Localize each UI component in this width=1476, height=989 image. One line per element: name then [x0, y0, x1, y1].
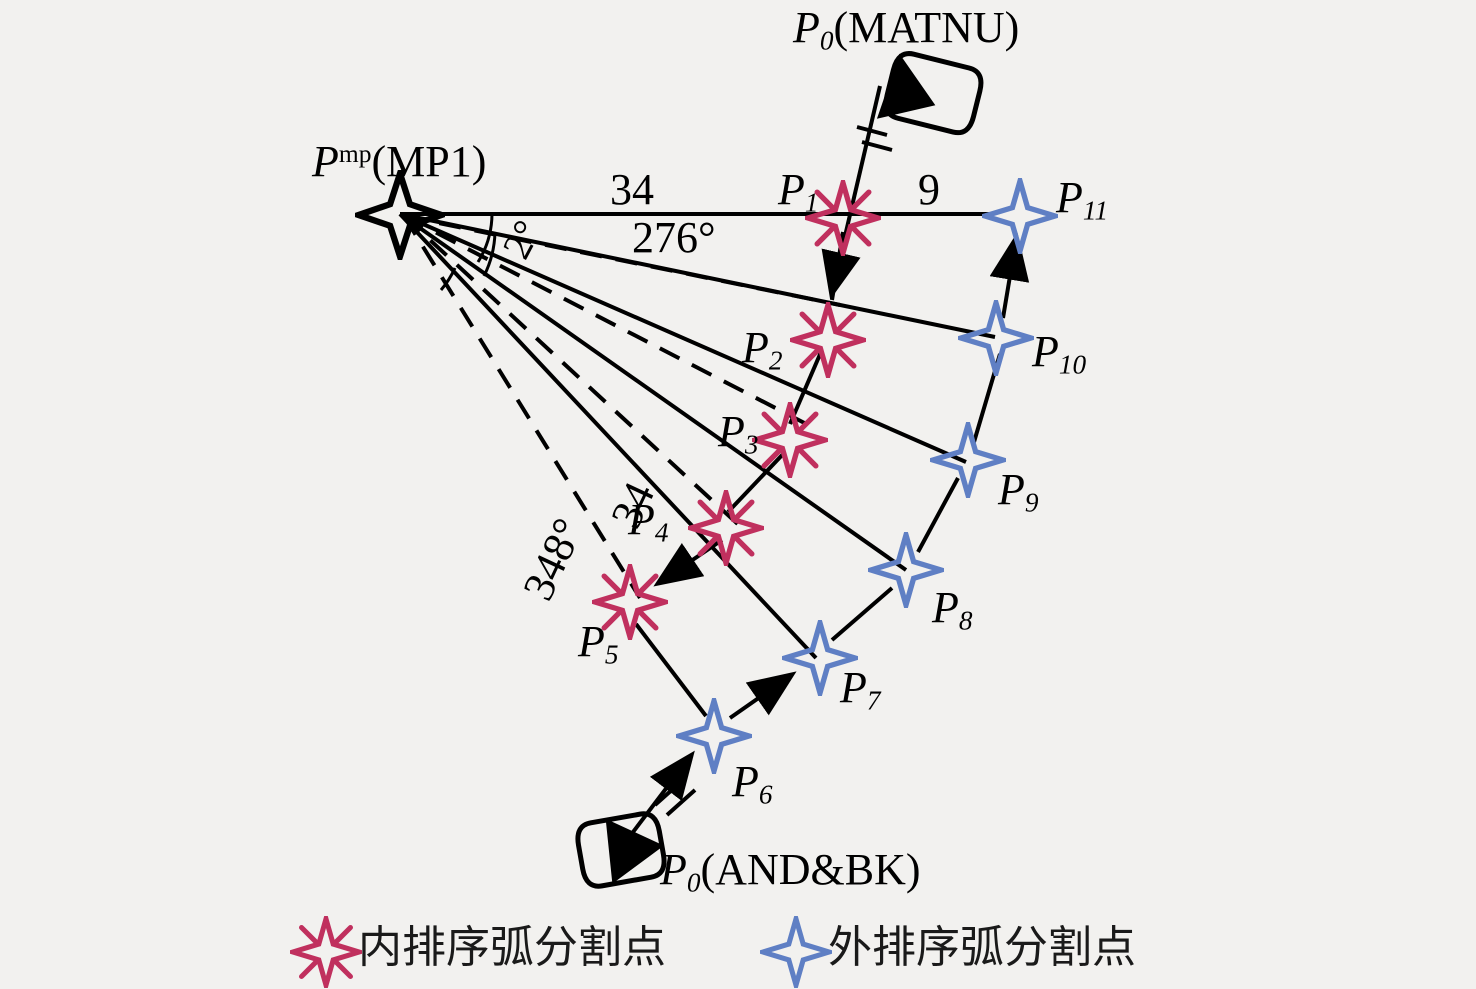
dashed-line-3 [402, 214, 744, 530]
label-p0-matnu: P0(MATNU) [793, 3, 1020, 56]
seg-p8-p9 [916, 477, 960, 553]
seg-p4-p5 [653, 538, 724, 587]
seg-p2-p3 [788, 351, 823, 425]
radial-solid-lines [398, 212, 996, 660]
route-andbk [625, 750, 697, 842]
label-p9: P9 [998, 465, 1039, 518]
label-dist-9: 9 [918, 165, 940, 214]
label-p2: P2 [742, 323, 783, 376]
tick-andbk-1 [653, 778, 685, 807]
arc-2 [439, 267, 457, 291]
seg-p5-p6 [634, 622, 708, 718]
marker-p11 [985, 181, 1055, 251]
marker-p9 [933, 425, 1003, 495]
arc-276 [476, 213, 494, 263]
seg-p3-p4 [726, 450, 787, 514]
marker-p2 [793, 305, 863, 375]
seg-p6-p7 [728, 671, 797, 720]
route-andbk-arrow [625, 750, 695, 842]
dashed-line-1 [403, 214, 841, 307]
legend-marker-inner [293, 919, 359, 985]
line-pmp-p7 [398, 212, 818, 660]
label-p7: P7 [840, 663, 881, 716]
tick-andbk-2 [665, 788, 697, 817]
label-p6: P6 [732, 757, 773, 810]
radial-dashed-lines [402, 214, 841, 600]
tick-matnu-1 [856, 125, 888, 137]
seg-p10-p11 [989, 232, 1030, 319]
legend-marker-outer [763, 919, 829, 985]
label-p4: P4 [628, 495, 669, 548]
label-p1: P1 [778, 165, 819, 218]
line-pmp-p9 [399, 212, 967, 464]
legend-label-inner: 内排序弧分割点 [358, 922, 666, 973]
angle-arcs [439, 213, 497, 291]
dashed-line-4 [402, 214, 642, 600]
label-p3: P3 [718, 407, 759, 460]
ship-icon-andbk [575, 811, 667, 889]
label-p8: P8 [932, 583, 973, 636]
label-dist-34-top: 34 [610, 165, 654, 214]
label-p11: P11 [1056, 173, 1109, 226]
seg-p7-p8 [830, 586, 894, 642]
tick-matnu-2 [861, 140, 893, 152]
label-p0-andbk: P0(AND&BK) [660, 845, 921, 898]
legend-label-outer: 外排序弧分割点 [828, 922, 1136, 973]
label-pmp-mp1: Pmp(MP1) [312, 137, 487, 186]
label-p5: P5 [578, 617, 619, 670]
arc-inner-2 [482, 231, 497, 277]
dashed-line-2 [403, 214, 819, 432]
marker-p4 [691, 493, 761, 563]
ship-icon-matnu [876, 51, 984, 136]
label-p10: P10 [1032, 327, 1087, 380]
label-angle-276: 276° [632, 213, 716, 262]
